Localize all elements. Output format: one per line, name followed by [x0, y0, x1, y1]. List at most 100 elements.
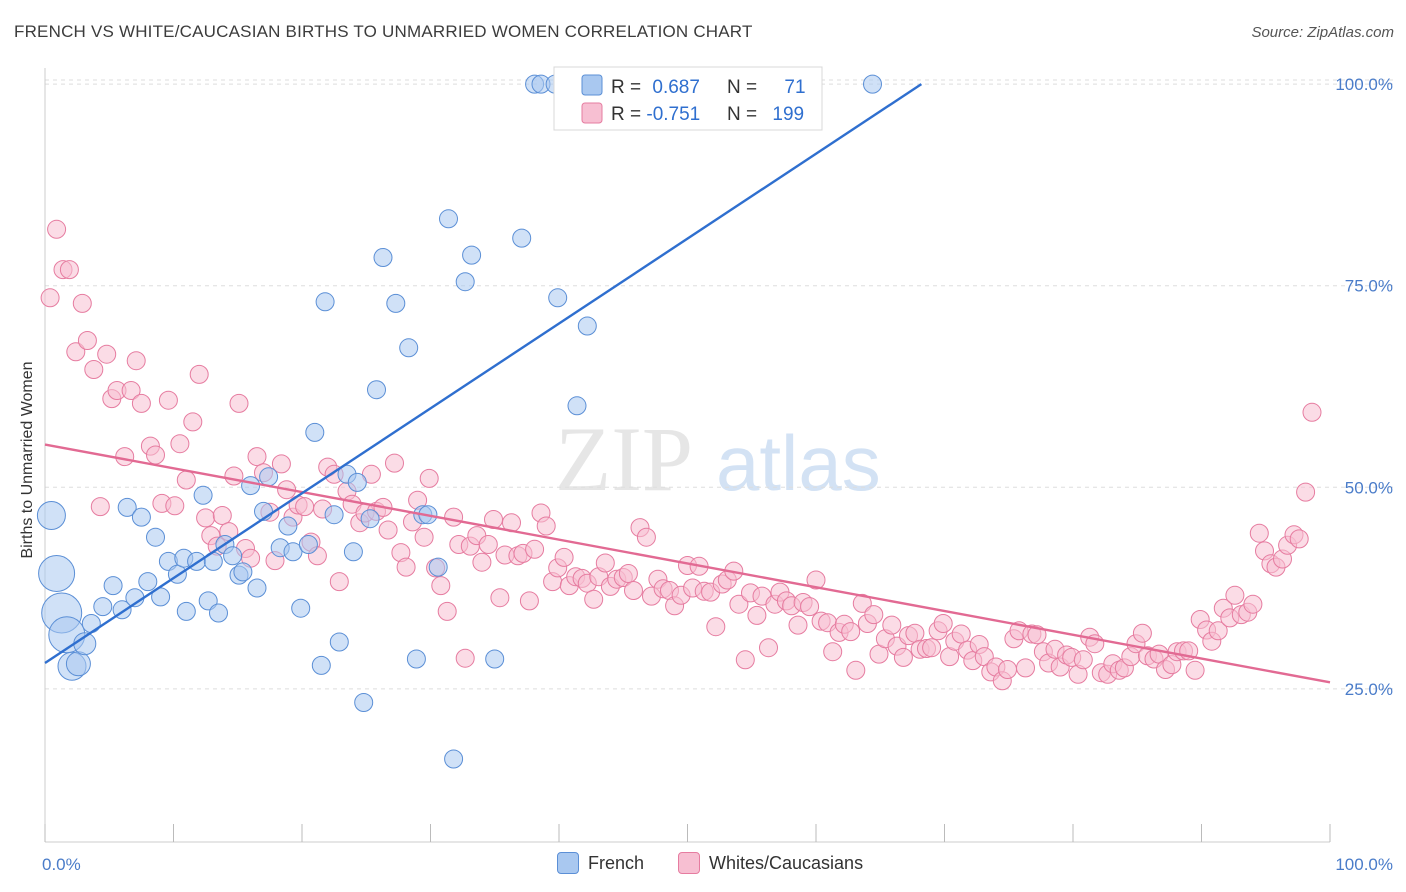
french-points: [36, 74, 882, 769]
white-point-144: [893, 647, 913, 667]
white-point-162: [998, 660, 1017, 679]
french-point-13: [131, 507, 151, 527]
white-point-38: [271, 454, 291, 474]
white-point-28: [212, 506, 232, 525]
axes: [44, 68, 1331, 843]
white-point-9: [97, 344, 117, 364]
x-tick-label-0: 0.0%: [42, 855, 81, 874]
white-point-198: [1208, 621, 1228, 641]
white-point-6: [77, 331, 97, 350]
white-point-25: [196, 508, 216, 528]
french-point-35: [278, 516, 298, 536]
french-point-53: [406, 649, 426, 669]
white-point-23: [183, 412, 203, 432]
white-point-165: [1016, 658, 1035, 678]
white-point-21: [170, 434, 190, 454]
legend-bottom: French Whites/Caucasians: [0, 850, 1406, 880]
french-point-61: [485, 649, 505, 669]
legend-r-label-white: R =: [611, 104, 646, 125]
white-point-1: [47, 219, 67, 239]
white-point-5: [72, 293, 92, 313]
white-point-126: [788, 615, 808, 635]
svg-text:N = 199: N = 199: [727, 104, 804, 125]
white-point-136: [846, 660, 866, 680]
french-point-45: [343, 542, 363, 562]
french-point-7: [81, 614, 101, 633]
white-point-93: [595, 553, 615, 573]
svg-text:N = 71: N = 71: [727, 77, 806, 98]
white-point-151: [933, 614, 953, 633]
white-point-205: [1249, 523, 1269, 543]
white-point-20: [165, 496, 185, 516]
white-point-119: [747, 605, 767, 625]
watermark-atlas: atlas: [716, 419, 881, 507]
white-point-4: [66, 342, 86, 362]
legend-r-label-french: R =: [611, 77, 646, 98]
french-point-38: [298, 535, 318, 554]
french-point-8: [93, 597, 113, 617]
white-point-154: [951, 624, 971, 644]
white-point-212: [1289, 529, 1309, 549]
legend-top: R = 0.687 N = 71 R = -0.751 N = 199: [553, 66, 823, 131]
white-point-56: [378, 520, 398, 540]
white-point-7: [84, 360, 104, 379]
french-point-30: [241, 476, 261, 496]
french-point-39: [305, 422, 325, 442]
white-point-14: [126, 351, 146, 371]
white-point-3: [59, 260, 79, 280]
french-point-27: [223, 546, 243, 566]
white-point-80: [519, 591, 539, 611]
french-point-23: [198, 591, 218, 611]
white-point-0: [40, 288, 60, 308]
french-point-31: [247, 578, 267, 598]
french-point-56: [428, 557, 448, 577]
white-point-72: [472, 552, 492, 572]
french-point-67: [567, 396, 587, 416]
legend-n-label-french: N =: [727, 77, 762, 98]
white-point-17: [146, 445, 165, 465]
white-point-31: [229, 393, 249, 413]
french-point-68: [577, 316, 597, 336]
white-point-30: [224, 466, 244, 486]
svg-text:R = -0.751: R = -0.751: [611, 104, 700, 125]
french-point-70: [863, 74, 882, 94]
x-tick-labels: 0.0% 100.0%: [42, 855, 1393, 874]
white-point-194: [1185, 660, 1205, 680]
white-point-86: [554, 547, 574, 567]
trend-lines: [44, 83, 1331, 684]
french-point-58: [444, 749, 464, 769]
white-point-63: [419, 468, 439, 488]
chart-title: FRENCH VS WHITE/CAUCASIAN BIRTHS TO UNMA…: [14, 22, 753, 41]
french-point-47: [354, 693, 374, 712]
white-point-48: [329, 572, 349, 592]
white-point-62: [414, 527, 434, 547]
white-point-132: [823, 642, 843, 662]
legend-label-white: Whites/Caucasians: [709, 852, 864, 873]
white-point-59: [396, 557, 416, 577]
white-point-91: [584, 589, 604, 609]
white-point-69: [455, 648, 475, 668]
white-point-24: [189, 364, 209, 384]
white-point-121: [759, 638, 778, 658]
french-point-22: [193, 485, 213, 505]
french-point-20: [176, 601, 196, 621]
french-point-46: [347, 472, 367, 492]
french-point-29: [233, 562, 253, 582]
french-point-25: [209, 603, 228, 623]
french-point-5: [65, 651, 91, 677]
legend-item-french: French: [557, 852, 644, 874]
french-point-59: [455, 272, 475, 292]
french-point-15: [146, 527, 165, 547]
white-point-42: [295, 497, 315, 517]
white-point-167: [1027, 625, 1047, 645]
white-point-73: [478, 535, 498, 554]
legend-swatch-white-bottom: [678, 852, 700, 874]
white-point-116: [729, 594, 749, 614]
watermark-zip: ZIP: [555, 408, 693, 510]
legend-r-value-french: 0.687: [652, 77, 700, 98]
white-point-139: [864, 605, 884, 625]
french-point-52: [399, 338, 419, 358]
x-tick-label-1: 100.0%: [1335, 855, 1393, 874]
y-tick-label-0: 25.0%: [1345, 680, 1393, 699]
